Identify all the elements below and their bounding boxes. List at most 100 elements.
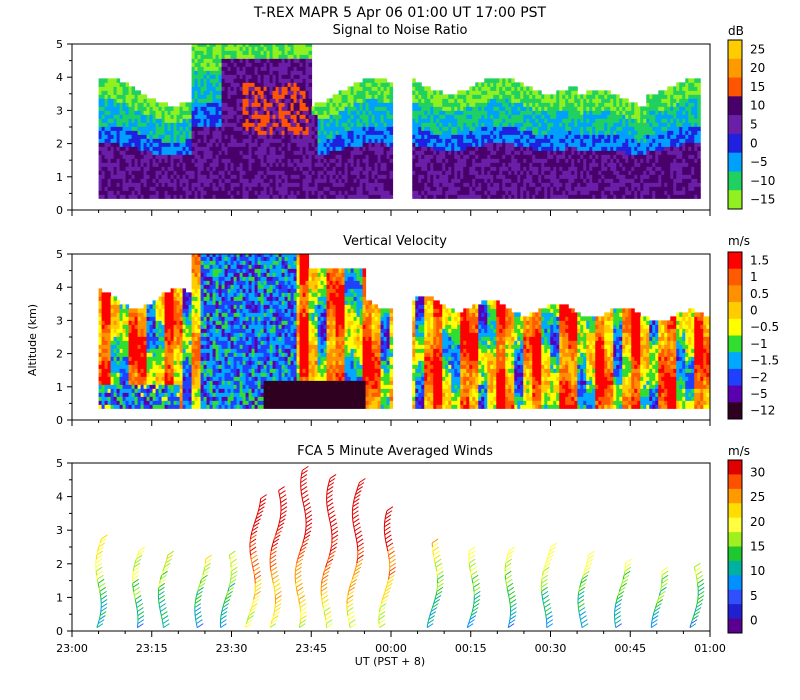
snr-cell [197, 182, 202, 187]
snr-cell [427, 150, 431, 155]
snr-cell [466, 114, 470, 119]
snr-cell [209, 174, 214, 179]
snr-cell [245, 94, 250, 99]
snr-cell [140, 182, 145, 187]
snr-cell [239, 82, 244, 87]
snr-cell [574, 110, 578, 115]
snr-cell [380, 102, 385, 107]
snr-cell [107, 158, 112, 163]
snr-cell [505, 106, 509, 111]
snr-cell [487, 82, 491, 87]
snr-cell [293, 86, 298, 91]
snr-cell [245, 54, 250, 59]
snr-cell [595, 190, 599, 195]
snr-cell [496, 102, 500, 107]
snr-cell [230, 170, 235, 175]
snr-cell [272, 162, 277, 167]
snr-cell [143, 142, 148, 147]
snr-cell [559, 174, 563, 179]
snr-cell [272, 50, 277, 55]
snr-cell [278, 186, 283, 191]
snr-cell [194, 154, 199, 159]
snr-cell [260, 182, 265, 187]
snr-cell [365, 154, 370, 159]
snr-cell [523, 194, 527, 199]
snr-cell [580, 186, 584, 191]
snr-cell [553, 166, 557, 171]
snr-cell [212, 146, 217, 151]
snr-cell [272, 150, 277, 155]
snr-cell [308, 44, 313, 47]
snr-cell [167, 194, 172, 199]
snr-cell [212, 186, 217, 191]
snr-cell [212, 122, 217, 127]
snr-cell [371, 82, 376, 87]
snr-cell [356, 90, 361, 95]
snr-cell [335, 190, 340, 195]
snr-cell [472, 154, 476, 159]
snr-cell [583, 114, 587, 119]
snr-cell [544, 182, 548, 187]
snr-cell [296, 126, 301, 131]
snr-cell [535, 110, 539, 115]
snr-cell [308, 130, 313, 135]
snr-cell [329, 126, 334, 131]
snr-cell [514, 162, 518, 167]
snr-cell [218, 146, 223, 151]
snr-cell [257, 94, 262, 99]
snr-cell [203, 178, 208, 183]
snr-cell [562, 122, 566, 127]
snr-cell [493, 134, 497, 139]
snr-cell [436, 186, 440, 191]
snr-cell [299, 106, 304, 111]
snr-cell [565, 106, 569, 111]
snr-cell [359, 102, 364, 107]
snr-cell [577, 102, 581, 107]
snr-cell [200, 94, 205, 99]
snr-cell [206, 162, 211, 167]
snr-cell [568, 114, 572, 119]
snr-cell [191, 86, 196, 91]
snr-cell [125, 94, 130, 99]
snr-cell [296, 130, 301, 135]
snr-cell [610, 146, 614, 151]
snr-cell [230, 158, 235, 163]
snr-cell [248, 190, 253, 195]
snr-cell [137, 118, 142, 123]
snr-cell [314, 178, 319, 183]
snr-cell [613, 142, 617, 147]
snr-cell [598, 142, 602, 147]
snr-cell [505, 130, 509, 135]
snr-cell [119, 130, 124, 135]
snr-cell [544, 154, 548, 159]
snr-cell [380, 166, 385, 171]
snr-cell [377, 82, 382, 87]
snr-cell [547, 114, 551, 119]
snr-cell [562, 182, 566, 187]
snr-cell [161, 122, 166, 127]
snr-cell [544, 102, 548, 107]
snr-cell [191, 122, 196, 127]
snr-cell [580, 102, 584, 107]
snr-cell [308, 186, 313, 191]
snr-cell [338, 162, 343, 167]
snr-cell [538, 162, 542, 167]
snr-cell [290, 182, 295, 187]
snr-cell [179, 170, 184, 175]
snr-cell [251, 118, 256, 123]
snr-cell [553, 174, 557, 179]
snr-cell [341, 94, 346, 99]
snr-cell [371, 106, 376, 111]
snr-cell [167, 190, 172, 195]
snr-cell [203, 86, 208, 91]
snr-cell [481, 174, 485, 179]
snr-cell [487, 114, 491, 119]
snr-cell [436, 110, 440, 115]
snr-cell [469, 158, 473, 163]
snr-cell [293, 146, 298, 151]
snr-cell [472, 138, 476, 143]
snr-cell [463, 194, 467, 199]
snr-cell [490, 186, 494, 191]
snr-cell [496, 158, 500, 163]
snr-cell [137, 146, 142, 151]
